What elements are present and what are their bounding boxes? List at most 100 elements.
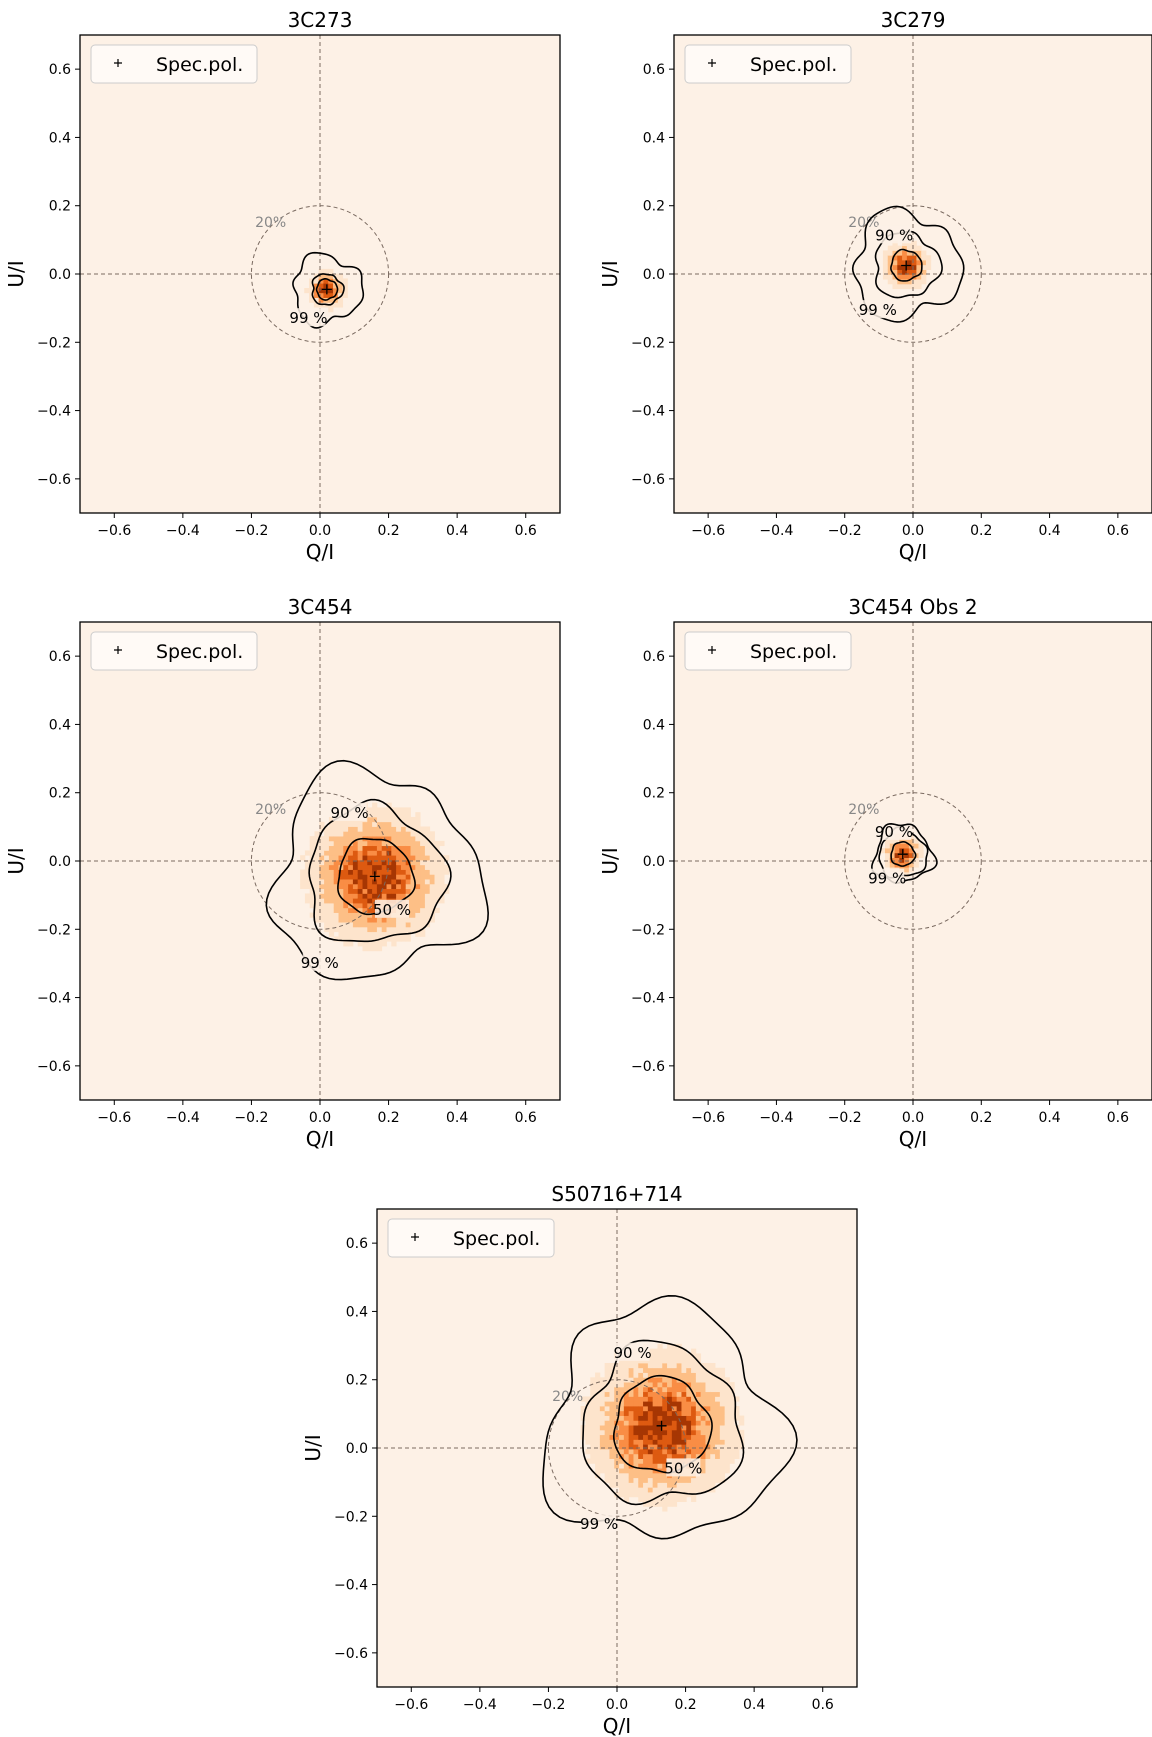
histogram-bin <box>323 273 329 279</box>
histogram-bin <box>415 903 421 909</box>
histogram-bin <box>357 826 363 832</box>
histogram-bin <box>638 1396 644 1402</box>
histogram-bin <box>633 1429 639 1436</box>
panel-5: 20%50 %90 %99 %−0.6 −0.4 −0.2 0.0 0.2 0.4 0.6−… <box>301 1182 858 1737</box>
histogram-bin <box>667 1396 673 1402</box>
histogram-bin <box>902 269 908 275</box>
histogram-bin <box>595 1468 601 1474</box>
histogram-bin <box>333 859 339 866</box>
histogram-bin <box>585 1439 591 1445</box>
histogram-bin <box>357 869 363 875</box>
histogram-bin <box>691 1496 697 1502</box>
histogram-bin <box>595 1425 601 1431</box>
histogram-bin <box>410 864 416 870</box>
histogram-bin <box>729 1396 735 1402</box>
histogram-bin <box>719 1382 726 1388</box>
histogram-bin <box>595 1377 601 1383</box>
histogram-bin <box>892 283 898 290</box>
histogram-bin <box>352 855 359 861</box>
histogram-bin <box>734 1406 740 1412</box>
histogram-bin <box>628 1382 634 1388</box>
histogram-bin <box>343 903 349 909</box>
histogram-bin <box>643 1468 649 1474</box>
histogram-bin <box>657 1362 663 1369</box>
histogram-bin <box>724 1449 730 1455</box>
contour-label: 90 % <box>613 1344 651 1362</box>
histogram-bin <box>647 1496 654 1502</box>
histogram-bin <box>628 1401 634 1407</box>
histogram-bin <box>633 1391 639 1397</box>
histogram-bin <box>623 1453 630 1459</box>
histogram-bin <box>681 1348 687 1354</box>
histogram-bin <box>686 1401 692 1407</box>
histogram-bin <box>318 283 324 289</box>
histogram-bin <box>348 850 354 856</box>
histogram-bin <box>424 883 431 890</box>
histogram-bin <box>647 1415 654 1421</box>
histogram-bin <box>652 1410 658 1416</box>
histogram-bin <box>715 1463 721 1469</box>
histogram-bin <box>647 1386 654 1393</box>
contour <box>315 277 339 301</box>
histogram-bin <box>372 845 378 851</box>
histogram-bin <box>724 1396 730 1402</box>
histogram-bin <box>376 812 383 818</box>
histogram-bin <box>652 1420 658 1426</box>
histogram-bin <box>381 926 387 933</box>
histogram-bin <box>604 1401 610 1407</box>
histogram-bin <box>352 903 359 909</box>
histogram-bin <box>619 1482 625 1488</box>
histogram-bin <box>652 1472 658 1479</box>
histogram-bin <box>590 1434 596 1440</box>
histogram-bin <box>710 1439 716 1445</box>
histogram-bin <box>623 1487 630 1493</box>
histogram-bin <box>739 1415 745 1421</box>
histogram-bin <box>676 1425 682 1431</box>
histogram-bin <box>667 1501 673 1507</box>
histogram-bin <box>314 874 320 880</box>
histogram-bin <box>595 1458 601 1464</box>
histogram-bin <box>348 845 354 851</box>
histogram-bin <box>657 1410 663 1416</box>
histogram-bin <box>604 1391 610 1397</box>
histogram-bin <box>925 260 932 266</box>
histogram-bin <box>396 869 402 875</box>
histogram-bin <box>319 879 325 885</box>
histogram-bin <box>719 1372 726 1378</box>
histogram-bin <box>902 255 908 261</box>
histogram-bin <box>319 912 325 918</box>
x-tick-label: 0.2 <box>377 523 399 539</box>
histogram-bin <box>657 1482 663 1488</box>
histogram-bin <box>580 1396 586 1402</box>
histogram-bin <box>676 1420 682 1426</box>
histogram-bin <box>599 1434 606 1440</box>
histogram-bin <box>710 1396 716 1402</box>
histogram-bin <box>715 1415 721 1421</box>
histogram-bin <box>662 1348 668 1354</box>
histogram-bin <box>614 1449 620 1455</box>
histogram-bin <box>313 292 320 298</box>
histogram-bin <box>381 826 387 832</box>
histogram-bin <box>590 1453 596 1459</box>
histogram-bin <box>657 1391 663 1397</box>
histogram-bin <box>652 1463 658 1469</box>
histogram-bin <box>619 1410 625 1416</box>
histogram-bin <box>324 831 330 837</box>
histogram-bin <box>724 1429 730 1436</box>
histogram-bin <box>667 1410 673 1416</box>
histogram-bin <box>643 1420 649 1426</box>
histogram-bin <box>681 1482 687 1488</box>
histogram-bin <box>662 1425 668 1431</box>
histogram-bin <box>348 893 354 899</box>
histogram-bin <box>386 836 392 842</box>
contour-label: 90 % <box>331 804 369 822</box>
histogram-bin <box>662 1382 668 1388</box>
histogram-bin <box>623 1362 630 1369</box>
histogram-bin <box>633 1468 639 1474</box>
histogram-bin <box>604 1372 610 1378</box>
histogram-bin <box>633 1482 639 1488</box>
histogram-bin <box>309 840 315 847</box>
histogram-bin <box>662 1415 668 1421</box>
histogram-bin <box>309 912 315 918</box>
histogram-bin <box>724 1444 730 1450</box>
